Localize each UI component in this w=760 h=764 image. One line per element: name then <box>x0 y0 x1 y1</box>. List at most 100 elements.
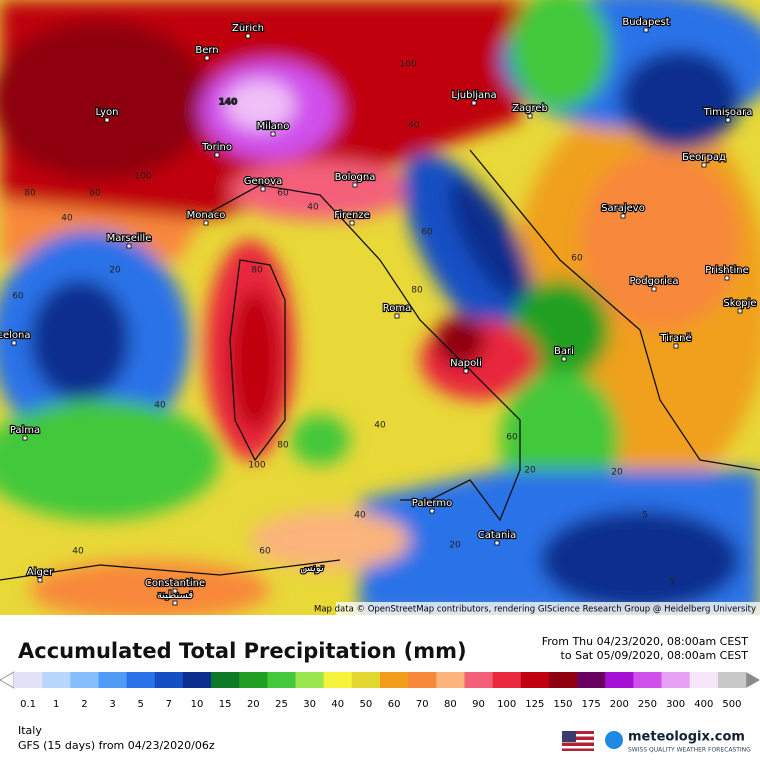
legend-box <box>689 672 719 688</box>
city-label: Constantine <box>145 578 205 589</box>
contour-label: 80 <box>277 441 289 451</box>
contour-label: 100 <box>399 60 416 70</box>
contour-label: 5 <box>642 511 648 521</box>
tagline: SWISS QUALITY WEATHER FORECASTING <box>628 747 751 754</box>
city-dot <box>737 308 743 314</box>
city-dot <box>349 220 355 226</box>
legend-label: 90 <box>472 699 485 710</box>
city-dot <box>11 340 17 346</box>
legend-box <box>633 672 662 688</box>
contour-label: 5 <box>669 578 675 588</box>
legend-label: 200 <box>610 699 629 710</box>
contour-label: 60 <box>12 292 24 302</box>
title: Accumulated Total Precipitation (mm) <box>18 639 467 663</box>
legend-label: 0.1 <box>20 699 36 710</box>
contour-label: 100 <box>248 461 265 471</box>
city-label: Marseille <box>107 233 152 244</box>
city-dot <box>270 131 276 137</box>
legend-label: 20 <box>247 699 260 710</box>
city-dot <box>471 100 477 106</box>
legend-box <box>605 672 634 688</box>
city-label: Catania <box>478 530 516 541</box>
legend-label: 60 <box>388 699 401 710</box>
city-label: Milano <box>257 121 290 132</box>
legend-box <box>323 672 353 688</box>
city-dot <box>527 113 533 119</box>
city-label: Tiranë <box>659 333 691 344</box>
brand[interactable]: meteologix.com <box>628 730 745 745</box>
legend-box <box>408 672 437 688</box>
city-dot <box>126 243 132 249</box>
city-label: Napoli <box>450 358 482 369</box>
city-label: Zagreb <box>512 103 548 114</box>
legend-box <box>98 672 127 688</box>
contour-label: 40 <box>374 421 386 431</box>
legend-label: 125 <box>525 699 544 710</box>
legend-box <box>182 672 212 688</box>
legend-label: 10 <box>191 699 204 710</box>
city-dot <box>724 275 730 281</box>
city-dot <box>394 313 400 319</box>
legend-box <box>154 672 184 688</box>
logo <box>605 731 623 749</box>
city-label: Palermo <box>412 498 452 509</box>
contour-label: 60 <box>259 547 271 557</box>
legend-box <box>70 672 99 688</box>
city-dot <box>673 343 679 349</box>
contour-label: 20 <box>524 466 536 476</box>
legend-box <box>14 672 43 688</box>
city-label: Lyon <box>95 107 118 118</box>
legend-box <box>267 672 296 688</box>
city-dot <box>701 162 707 168</box>
city-label: Bari <box>554 346 574 357</box>
legend-label: 2 <box>81 699 87 710</box>
legend-label: 40 <box>331 699 344 710</box>
city-dot <box>22 435 28 441</box>
contour-label: 60 <box>277 189 289 199</box>
city-dot <box>651 286 657 292</box>
contour-label: 140 <box>219 98 238 108</box>
city-label: Genova <box>244 176 282 187</box>
city-dot <box>561 356 567 362</box>
city-label: Београд <box>682 152 726 163</box>
city-label: Prishtine <box>705 265 748 276</box>
city-dot <box>204 55 210 61</box>
city-label: Bologna <box>335 172 376 183</box>
city-dot <box>260 186 266 192</box>
contour-label: 80 <box>24 189 36 199</box>
city-dot <box>172 600 178 606</box>
city-dot <box>214 152 220 158</box>
legend-arrow <box>746 672 760 688</box>
city-label: Alger <box>27 567 54 578</box>
legend-label: 250 <box>638 699 657 710</box>
city-dot <box>429 508 435 514</box>
contour-label: 40 <box>408 121 420 131</box>
city-dot <box>463 368 469 374</box>
city-label: Torino <box>201 142 232 153</box>
legend-label: 15 <box>219 699 232 710</box>
date-from: From Thu 04/23/2020, 08:00am CEST <box>542 635 749 648</box>
city-label: Skopje <box>723 298 756 309</box>
legend-box <box>464 672 493 688</box>
contour-label: 20 <box>109 266 121 276</box>
city-label: Timișoara <box>703 107 753 118</box>
contour-label: 80 <box>411 286 423 296</box>
contour-label: 40 <box>61 214 73 224</box>
legend-box <box>351 672 381 688</box>
city-dot <box>643 27 649 33</box>
city-label: Roma <box>383 303 412 314</box>
legend-box <box>239 672 268 688</box>
precip-map <box>0 0 760 615</box>
legend-box <box>548 672 578 688</box>
legend-box <box>520 672 550 688</box>
contour-label: 60 <box>571 254 583 264</box>
legend-box <box>577 672 606 688</box>
flag <box>562 731 594 751</box>
legend-label: 3 <box>109 699 115 710</box>
city-label: تونس <box>300 563 324 574</box>
legend-label: 30 <box>303 699 316 710</box>
city-label: Monaco <box>187 210 226 221</box>
legend-box <box>126 672 156 688</box>
legend-box <box>295 672 324 688</box>
legend-label: 150 <box>553 699 572 710</box>
